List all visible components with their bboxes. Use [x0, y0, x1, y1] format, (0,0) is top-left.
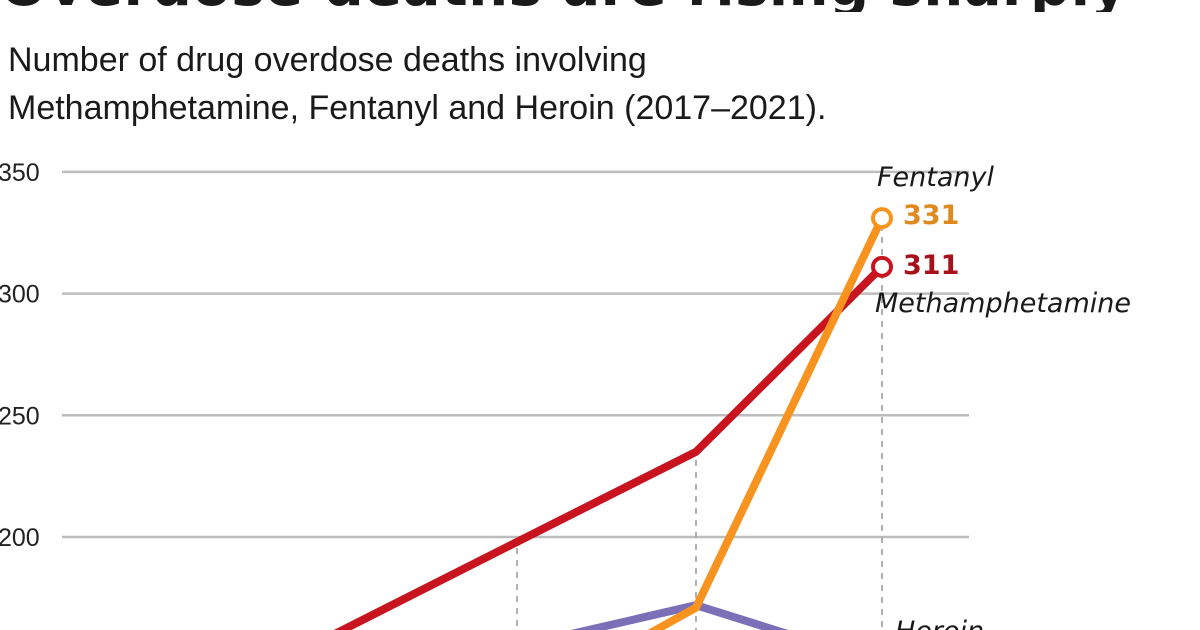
fentanyl-end-value: 331 [903, 200, 959, 231]
fentanyl-line [647, 216, 886, 630]
fentanyl-label: Fentanyl [877, 162, 994, 193]
fentanyl-end-marker [871, 207, 893, 230]
methamphetamine-end-marker [871, 255, 893, 278]
methamphetamine-line [333, 263, 885, 630]
subtitle-line-2: Methamphetamine, Fentanyl and Heroin (20… [8, 89, 827, 127]
annotations: Fentanyl 331 311 Methamphetamine Heroin [875, 162, 1131, 630]
heroin-line [570, 601, 789, 630]
year-guides [516, 225, 883, 630]
methamphetamine-end-value: 311 [903, 250, 959, 281]
chart-title: Overdose deaths are rising sharply [0, 0, 1127, 12]
methamphetamine-label: Methamphetamine [875, 288, 1131, 319]
y-tick-300: 300 [0, 281, 40, 309]
subtitle-line-1: Number of drug overdose deaths involving [8, 41, 647, 79]
y-axis-ticks: 200 250 300 350 [0, 159, 40, 552]
y-tick-250: 250 [0, 402, 40, 430]
y-tick-350: 350 [0, 159, 40, 187]
y-tick-200: 200 [0, 524, 40, 552]
chart-title-cropped: Overdose deaths are rising sharply [0, 0, 1200, 12]
series-lines [333, 207, 893, 630]
gridlines [62, 170, 969, 539]
heroin-label: Heroin [895, 616, 984, 630]
chart-subtitle: Number of drug overdose deaths involving… [8, 36, 1108, 132]
